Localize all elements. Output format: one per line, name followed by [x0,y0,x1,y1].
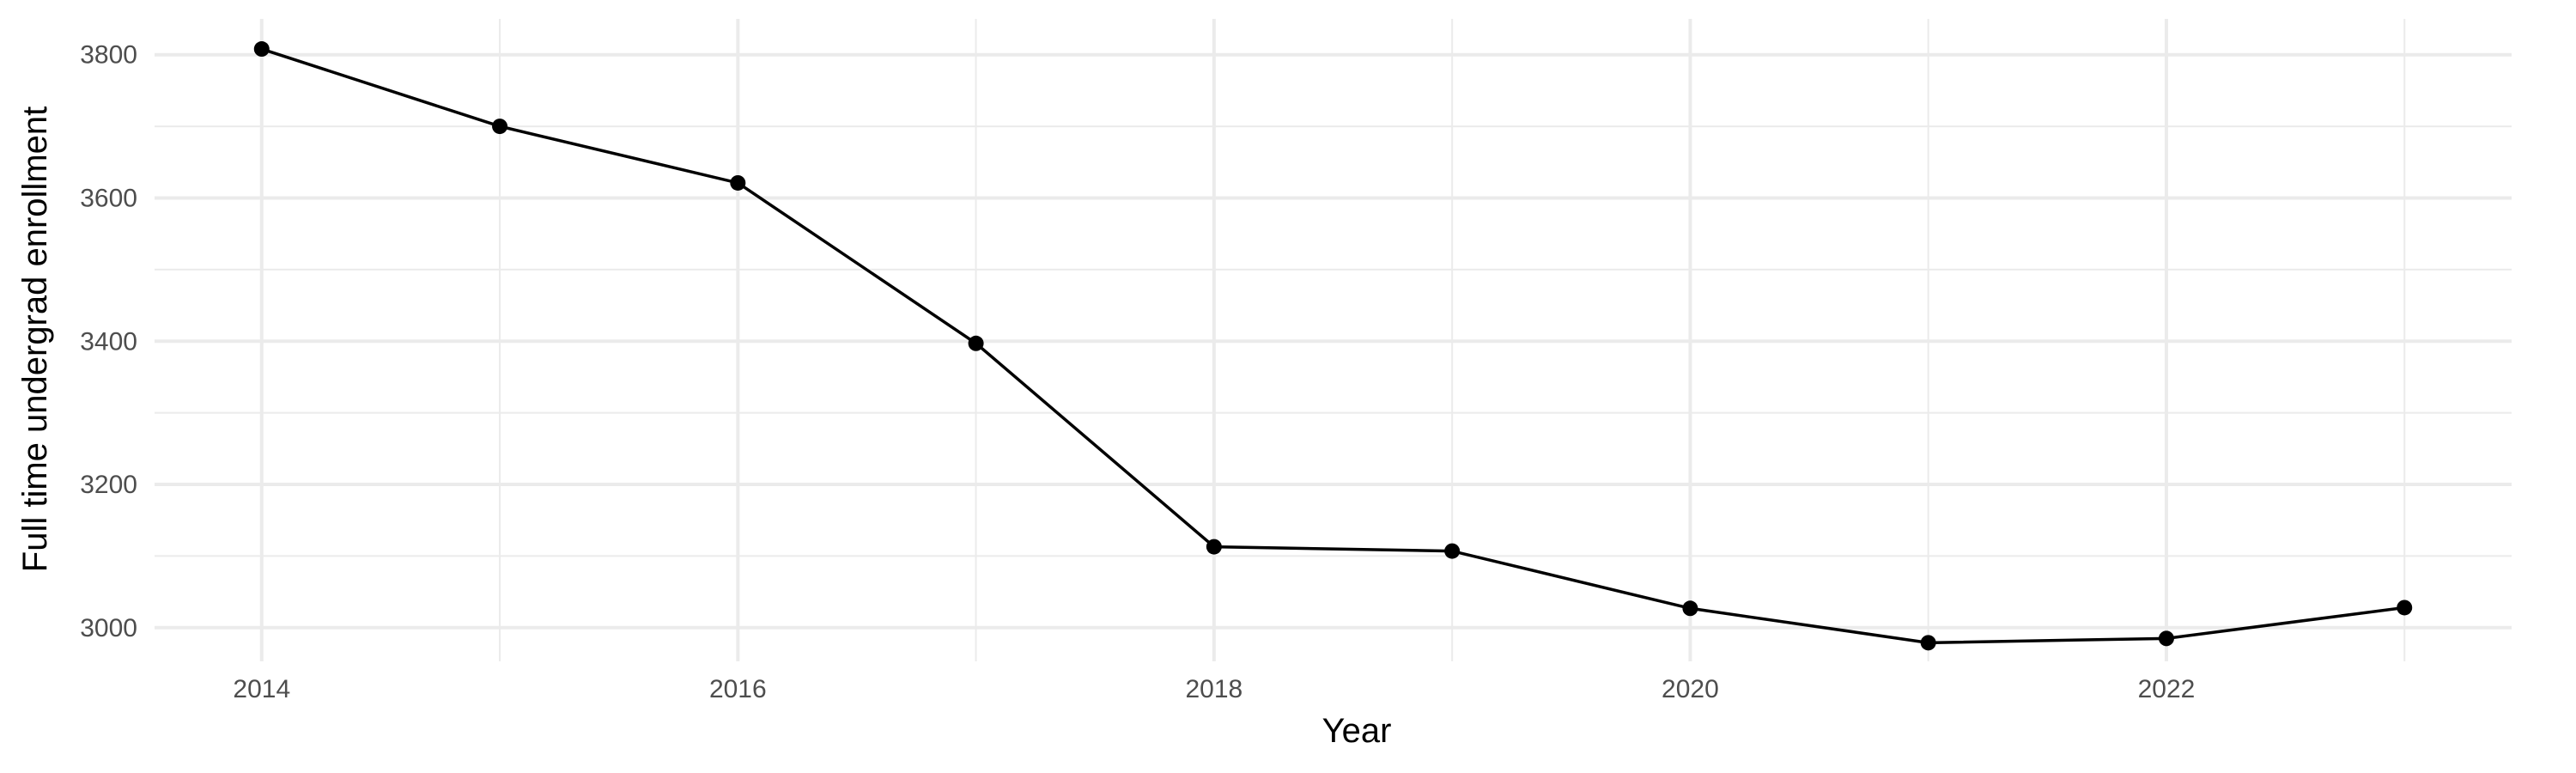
y-tick-label: 3200 [80,471,137,499]
data-point[interactable] [1206,539,1222,555]
x-tick-label: 2014 [233,675,290,703]
data-point[interactable] [968,335,984,351]
x-axis-title: Year [1322,712,1392,750]
series-line [261,47,2405,645]
y-axis-title: Full time undergrad enrollment [16,107,54,572]
x-tick-label: 2020 [1662,675,1719,703]
data-point[interactable] [1444,543,1461,559]
y-tick-label: 3400 [80,327,137,356]
data-point[interactable] [2158,630,2174,647]
x-tick-label: 2022 [2138,675,2196,703]
series [253,41,2413,651]
y-axis-ticks: 3000 3200 3400 3600 3800 [80,41,137,642]
y-tick-label: 3000 [80,614,137,642]
data-point[interactable] [492,119,508,135]
data-point[interactable] [253,41,270,58]
y-tick-label: 3600 [80,184,137,212]
x-tick-label: 2016 [709,675,767,703]
data-point[interactable] [730,174,746,191]
data-point[interactable] [2397,600,2413,616]
y-tick-label: 3800 [80,41,137,70]
data-point[interactable] [1920,635,1936,651]
x-tick-label: 2018 [1185,675,1242,703]
grid [155,19,2512,661]
data-point[interactable] [1682,600,1698,617]
x-axis-ticks: 2014 2016 2018 2020 2022 [233,675,2195,703]
